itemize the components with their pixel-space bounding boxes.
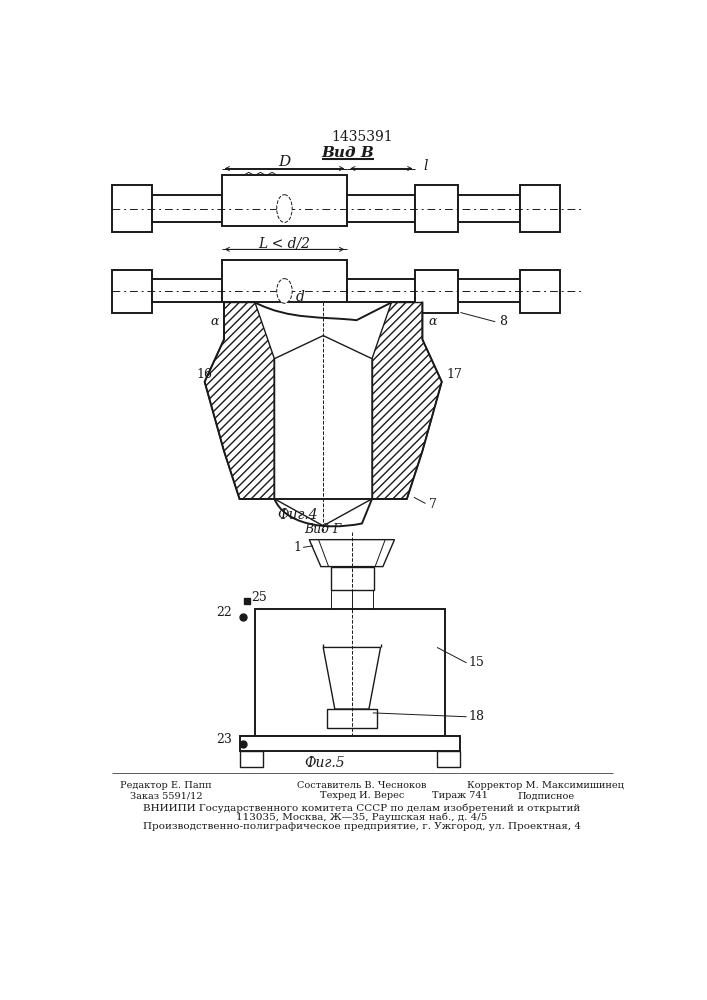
Polygon shape — [309, 540, 395, 567]
Text: D: D — [279, 155, 291, 169]
Bar — [112, 270, 152, 312]
Bar — [416, 270, 458, 312]
Text: Фиг.4: Фиг.4 — [277, 508, 318, 522]
Text: 1: 1 — [293, 541, 301, 554]
Bar — [255, 609, 445, 736]
Bar — [520, 185, 561, 232]
Text: 8: 8 — [499, 315, 507, 328]
Text: α: α — [211, 315, 219, 328]
Polygon shape — [372, 302, 442, 499]
Text: 17: 17 — [446, 368, 462, 381]
Text: 1435391: 1435391 — [331, 130, 393, 144]
Bar — [416, 185, 458, 232]
Bar — [152, 195, 222, 222]
Text: Заказ 5591/12: Заказ 5591/12 — [129, 791, 202, 800]
Text: Составитель В. Чесноков: Составитель В. Чесноков — [297, 781, 426, 790]
Bar — [152, 279, 222, 302]
Bar — [222, 260, 347, 302]
Text: Техред И. Верес: Техред И. Верес — [320, 791, 404, 800]
Bar — [347, 279, 416, 302]
Ellipse shape — [276, 195, 292, 222]
Polygon shape — [274, 336, 372, 526]
Bar — [240, 751, 263, 767]
Ellipse shape — [276, 279, 292, 303]
Text: 18: 18 — [468, 710, 484, 723]
Bar — [520, 270, 561, 312]
Bar — [458, 195, 520, 222]
Text: 25: 25 — [251, 591, 267, 604]
Text: 23: 23 — [216, 733, 232, 746]
Text: Производственно-полиграфическое предприятие, г. Ужгород, ул. Проектная, 4: Производственно-полиграфическое предприя… — [143, 822, 581, 831]
Text: Редактор Е. Папп: Редактор Е. Папп — [120, 781, 211, 790]
Text: L < d/2: L < d/2 — [259, 236, 310, 250]
Text: α: α — [428, 315, 437, 328]
Text: ВНИИПИ Государственного комитета СССР по делам изобретений и открытий: ВНИИПИ Государственного комитета СССР по… — [144, 804, 580, 813]
Bar — [331, 567, 373, 590]
Text: Подписное: Подписное — [517, 791, 574, 800]
Text: Корректор М. Максимишинец: Корректор М. Максимишинец — [467, 781, 624, 790]
Polygon shape — [204, 302, 274, 499]
Bar — [240, 736, 460, 751]
Text: d: d — [296, 290, 305, 304]
Text: 7: 7 — [429, 498, 437, 512]
Text: Фиг.5: Фиг.5 — [305, 756, 345, 770]
Bar — [112, 185, 152, 232]
Polygon shape — [323, 647, 380, 709]
Text: Тираж 741: Тираж 741 — [433, 791, 489, 800]
Text: Вид B: Вид B — [322, 146, 375, 160]
Bar — [437, 751, 460, 767]
Text: 22: 22 — [216, 606, 232, 619]
Bar — [327, 709, 378, 728]
Text: 113035, Москва, Ж—35, Раушская наб., д. 4/5: 113035, Москва, Ж—35, Раушская наб., д. … — [236, 813, 488, 822]
Bar — [458, 279, 520, 302]
Bar — [347, 195, 416, 222]
Text: l: l — [423, 159, 428, 173]
Bar — [222, 175, 347, 226]
Text: 16: 16 — [197, 368, 212, 381]
Text: 15: 15 — [468, 656, 484, 669]
Text: Вид Г: Вид Г — [305, 523, 341, 536]
